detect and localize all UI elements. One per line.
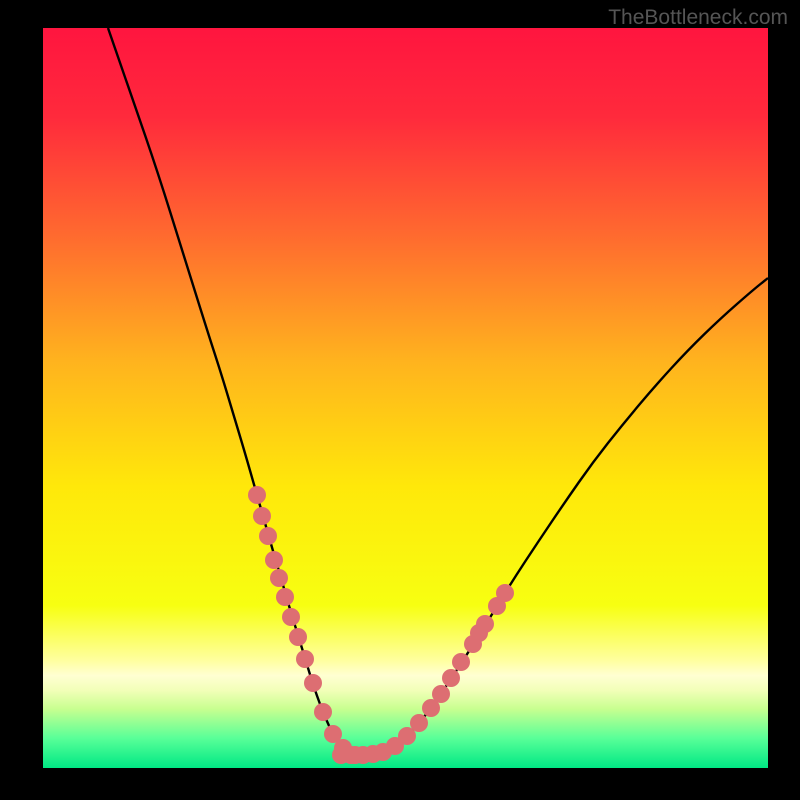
- data-marker: [342, 746, 360, 764]
- bottleneck-curve: [108, 28, 768, 756]
- data-marker: [259, 527, 277, 545]
- data-marker: [442, 669, 460, 687]
- watermark-text: TheBottleneck.com: [608, 6, 788, 30]
- data-marker: [265, 551, 283, 569]
- data-marker: [270, 569, 288, 587]
- data-marker: [276, 588, 294, 606]
- data-marker: [253, 507, 271, 525]
- curve-overlay: [43, 28, 768, 768]
- data-marker: [304, 674, 322, 692]
- data-marker: [496, 584, 514, 602]
- plot-area: [43, 28, 768, 768]
- data-marker: [432, 685, 450, 703]
- data-marker: [314, 703, 332, 721]
- data-marker: [289, 628, 307, 646]
- data-marker: [470, 624, 488, 642]
- data-marker: [452, 653, 470, 671]
- data-marker: [296, 650, 314, 668]
- data-marker: [282, 608, 300, 626]
- data-marker: [248, 486, 266, 504]
- marker-group: [248, 486, 514, 764]
- data-marker: [410, 714, 428, 732]
